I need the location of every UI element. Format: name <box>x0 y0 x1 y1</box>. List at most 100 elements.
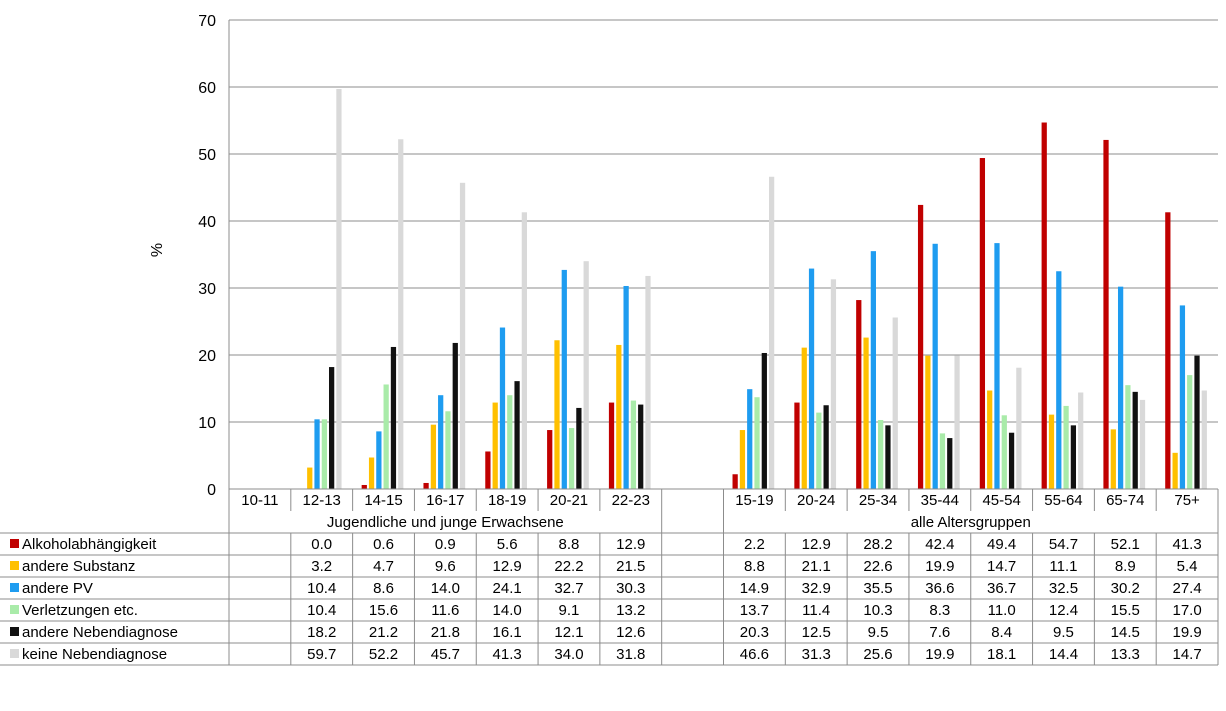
bar <box>376 431 382 489</box>
group-label: Jugendliche und junge Erwachsene <box>327 514 564 531</box>
bar <box>1103 139 1109 489</box>
data-label: 31.3 <box>802 646 831 663</box>
data-label: 20.3 <box>740 624 769 641</box>
bars <box>307 89 1207 490</box>
data-label: 52.1 <box>1111 536 1140 553</box>
data-label: 12.9 <box>802 536 831 553</box>
bar <box>492 402 498 489</box>
data-label: 19.9 <box>925 558 954 575</box>
data-label: 22.6 <box>863 558 892 575</box>
bar <box>630 400 637 489</box>
y-tick-label: 20 <box>198 348 216 365</box>
bar <box>732 474 738 489</box>
y-tick-label: 40 <box>198 214 216 231</box>
legend-label: andere Nebendiagnose <box>22 624 178 641</box>
data-table: 10-11 12-13 14-15 16-17 18-19 20-21 22-23 15-19… <box>0 489 1219 666</box>
y-axis-label: % <box>149 243 166 257</box>
bar <box>801 347 807 489</box>
data-label: 30.3 <box>616 580 645 597</box>
data-label: 14.0 <box>493 602 522 619</box>
bar <box>423 482 429 489</box>
bar <box>878 419 884 489</box>
data-label: 41.3 <box>493 646 522 663</box>
bar <box>863 337 869 489</box>
x-tick-label: 14-15 <box>364 492 402 509</box>
bar <box>947 438 953 489</box>
bar <box>383 384 389 489</box>
bar <box>499 327 506 489</box>
data-label: 14.7 <box>987 558 1016 575</box>
bar <box>1201 390 1207 489</box>
data-label: 9.5 <box>868 624 889 641</box>
bar <box>623 285 629 489</box>
bar <box>917 204 924 490</box>
data-label: 54.7 <box>1049 536 1078 553</box>
data-label: 9.5 <box>1053 624 1074 641</box>
bar <box>1125 385 1131 489</box>
x-tick-label: 75+ <box>1174 492 1200 509</box>
data-label: 13.7 <box>740 602 769 619</box>
bar <box>616 344 622 489</box>
data-label: 27.4 <box>1172 580 1201 597</box>
bar <box>561 269 567 489</box>
legend-swatch <box>10 627 19 636</box>
data-label: 36.7 <box>987 580 1016 597</box>
data-label: 14.0 <box>431 580 460 597</box>
data-label: 11.1 <box>1049 558 1077 575</box>
bar <box>892 317 898 489</box>
bar <box>1078 392 1084 489</box>
bar <box>794 402 800 489</box>
x-tick-label: 35-44 <box>921 492 959 509</box>
bar <box>761 352 767 489</box>
data-label: 11.0 <box>988 602 1016 619</box>
data-label: 8.8 <box>559 536 580 553</box>
data-label: 8.6 <box>373 580 394 597</box>
bar <box>547 430 553 489</box>
data-label: 13.2 <box>616 602 645 619</box>
legend-swatch <box>10 649 19 658</box>
legend-swatch <box>10 605 19 614</box>
data-label: 16.1 <box>493 624 522 641</box>
bar <box>885 425 891 489</box>
bar <box>438 395 444 489</box>
data-label: 59.7 <box>307 646 336 663</box>
data-label: 5.4 <box>1177 558 1198 575</box>
data-label: 36.6 <box>925 580 954 597</box>
bar <box>430 424 437 489</box>
bar <box>979 158 986 489</box>
bar <box>994 243 1000 489</box>
bar <box>390 346 397 489</box>
bar <box>1187 375 1193 489</box>
data-label: 10.3 <box>863 602 892 619</box>
data-label: 9.6 <box>435 558 456 575</box>
data-label: 28.2 <box>863 536 892 553</box>
data-label: 12.6 <box>616 624 645 641</box>
bar <box>329 367 335 489</box>
x-tick-label: 65-74 <box>1106 492 1144 509</box>
data-label: 8.9 <box>1115 558 1136 575</box>
bar <box>768 176 775 489</box>
bar <box>485 451 491 489</box>
legend-label: Alkoholabhängigkeit <box>22 536 157 553</box>
bar <box>638 404 644 489</box>
bar <box>1070 425 1077 489</box>
bar <box>1139 399 1146 489</box>
bar <box>336 89 342 489</box>
bar <box>321 419 327 489</box>
x-tick-label: 25-34 <box>859 492 897 509</box>
data-label: 18.1 <box>987 646 1016 663</box>
data-label: 32.7 <box>554 580 583 597</box>
x-tick-label: 20-21 <box>550 492 588 509</box>
x-tick-label: 55-64 <box>1044 492 1082 509</box>
legend-swatch <box>10 583 19 592</box>
data-label: 22.2 <box>554 558 583 575</box>
x-tick-label: 16-17 <box>426 492 464 509</box>
data-label: 14.7 <box>1172 646 1201 663</box>
bar <box>361 484 367 489</box>
data-label: 19.9 <box>925 646 954 663</box>
data-label: 32.9 <box>802 580 831 597</box>
bar <box>507 395 513 489</box>
bar <box>314 419 320 489</box>
legend-swatch <box>10 561 19 570</box>
